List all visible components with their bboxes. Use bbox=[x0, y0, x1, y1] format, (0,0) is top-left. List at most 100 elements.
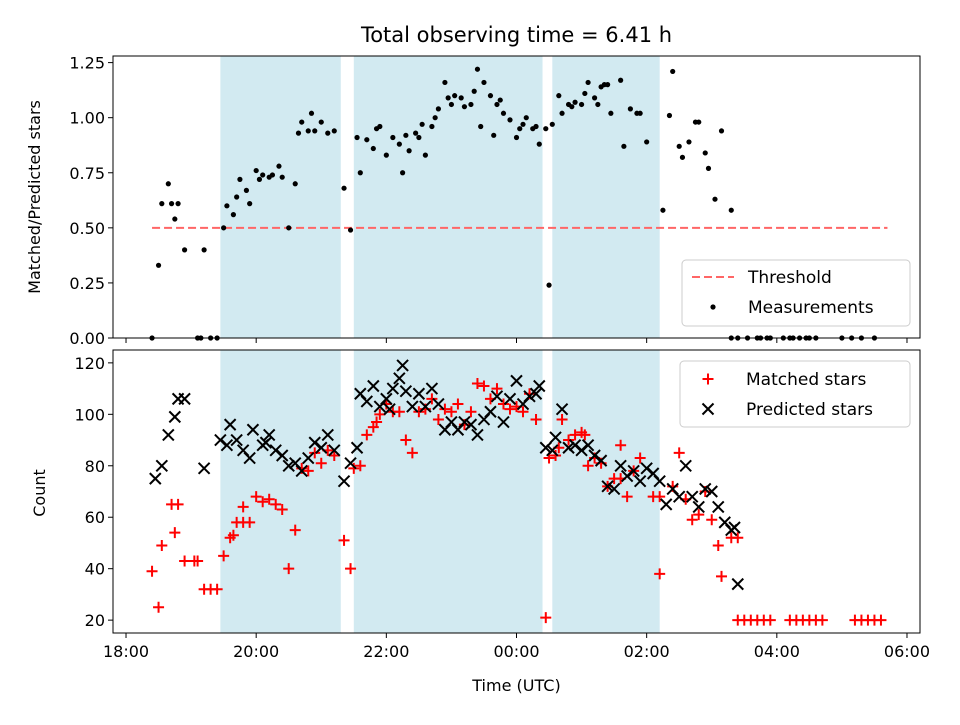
predicted-star-marker bbox=[168, 410, 182, 424]
matched-star-marker bbox=[348, 462, 360, 474]
measurement-point bbox=[292, 181, 298, 187]
measurement-point bbox=[500, 110, 507, 116]
measurement-point bbox=[520, 121, 526, 127]
predicted-star-marker bbox=[510, 374, 523, 388]
measurement-point bbox=[595, 101, 601, 108]
measurement-point bbox=[295, 130, 302, 136]
matched-star-marker bbox=[712, 540, 724, 552]
matched-star-marker bbox=[276, 504, 288, 516]
predicted-star-marker bbox=[162, 428, 175, 442]
matched-star-marker bbox=[257, 496, 269, 508]
y-tick-label: 1.25 bbox=[69, 54, 105, 73]
measurement-point bbox=[308, 110, 315, 116]
measurement-point bbox=[198, 335, 204, 341]
matched-star-marker bbox=[732, 532, 744, 544]
predicted-star-marker bbox=[243, 451, 256, 465]
matched-star-marker bbox=[445, 406, 457, 418]
measurement-point bbox=[549, 121, 555, 127]
measurement-point bbox=[175, 201, 181, 207]
x-tick-label: 00:00 bbox=[493, 642, 539, 661]
legend-matched-swatch bbox=[702, 373, 714, 385]
observing-window-band bbox=[353, 350, 543, 633]
predicted-star-marker bbox=[425, 382, 439, 395]
predicted-star-marker bbox=[383, 402, 396, 416]
matched-star-marker bbox=[179, 555, 191, 567]
predicted-star-marker bbox=[627, 464, 640, 478]
predicted-star-marker bbox=[549, 431, 562, 444]
bottom-y-axis-label: Count bbox=[30, 469, 49, 517]
measurement-point bbox=[357, 170, 363, 176]
predicted-star-marker bbox=[246, 423, 260, 436]
predicted-star-marker bbox=[220, 438, 234, 452]
matched-star-marker bbox=[244, 516, 256, 528]
plot-area bbox=[220, 350, 660, 633]
measurement-point bbox=[429, 123, 435, 130]
predicted-star-marker bbox=[406, 400, 419, 413]
matched-star-marker bbox=[263, 493, 275, 505]
predicted-star-marker bbox=[523, 390, 536, 403]
legend-measurements-swatch bbox=[710, 304, 716, 310]
predicted-star-marker bbox=[262, 428, 276, 442]
matched-star-marker bbox=[615, 439, 627, 451]
predicted-star-marker bbox=[594, 454, 608, 467]
measurement-point bbox=[757, 335, 764, 341]
predicted-star-marker bbox=[659, 498, 673, 511]
measurement-point bbox=[419, 121, 425, 127]
legend-measurements-label: Measurements bbox=[748, 298, 874, 318]
predicted-star-marker bbox=[149, 472, 162, 485]
measurement-point bbox=[159, 201, 165, 207]
measurement-point bbox=[621, 143, 627, 149]
matched-star-marker bbox=[556, 413, 568, 425]
measurement-point bbox=[234, 194, 240, 200]
y-tick-label: 0.00 bbox=[69, 329, 105, 348]
measurement-point bbox=[556, 93, 562, 99]
measurement-point bbox=[839, 335, 845, 341]
y-tick-label: 80 bbox=[85, 457, 105, 476]
measurement-point bbox=[253, 167, 259, 174]
predicted-star-marker bbox=[396, 359, 409, 372]
measurement-point bbox=[230, 212, 236, 218]
top-panel: 0.00 0.25 0.50 0.75 1.00 1.25 Threshold Measure… bbox=[69, 54, 921, 348]
matched-star-marker bbox=[345, 563, 357, 575]
matched-star-marker bbox=[579, 429, 591, 441]
measurement-point bbox=[201, 247, 207, 253]
matched-star-marker bbox=[716, 570, 728, 582]
matched-star-marker bbox=[393, 406, 405, 418]
measurement-point bbox=[276, 163, 282, 169]
matched-star-marker bbox=[146, 565, 158, 577]
measurement-point bbox=[491, 132, 497, 138]
matched-star-marker bbox=[315, 457, 327, 469]
matched-star-marker bbox=[465, 406, 477, 418]
predicted-star-marker bbox=[344, 456, 357, 470]
top-y-axis-label: Matched/Predicted stars bbox=[25, 100, 44, 294]
measurement-point bbox=[569, 104, 575, 110]
matched-star-marker bbox=[211, 583, 223, 595]
measurement-point bbox=[403, 132, 409, 138]
legend-box bbox=[681, 259, 911, 327]
predicted-star-marker bbox=[497, 415, 510, 429]
matched-star-marker bbox=[283, 563, 295, 575]
measurement-point bbox=[686, 139, 692, 145]
measurement-point bbox=[468, 101, 474, 108]
measurement-point bbox=[728, 335, 734, 341]
matched-star-marker bbox=[156, 540, 168, 552]
predicted-star-marker bbox=[276, 449, 289, 462]
plot-area bbox=[152, 56, 888, 338]
measurement-point bbox=[735, 335, 741, 341]
observing-window-band bbox=[220, 56, 341, 338]
matched-star-marker bbox=[338, 534, 350, 546]
measurement-point bbox=[481, 79, 487, 86]
x-tick-label: 20:00 bbox=[233, 642, 279, 661]
predicted-star-marker bbox=[484, 405, 497, 418]
matched-star-marker bbox=[654, 491, 666, 503]
legend-predicted-swatch bbox=[701, 402, 715, 416]
predicted-star-marker bbox=[321, 428, 334, 442]
matched-star-marker bbox=[153, 601, 165, 613]
predicted-star-marker bbox=[533, 379, 546, 393]
measurement-point bbox=[679, 154, 686, 160]
measurement-point bbox=[797, 335, 803, 341]
matched-star-marker bbox=[491, 383, 503, 395]
predicted-star-marker bbox=[699, 482, 712, 496]
measurement-point bbox=[767, 335, 773, 341]
predicted-star-marker bbox=[607, 482, 621, 496]
